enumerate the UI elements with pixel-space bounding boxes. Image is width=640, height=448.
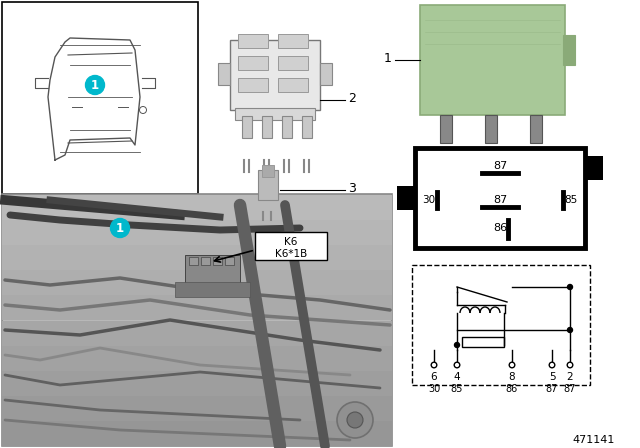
Bar (189, 257, 198, 265)
Bar (585, 156, 603, 180)
Circle shape (567, 362, 573, 368)
Circle shape (549, 362, 555, 368)
Bar (563, 35, 575, 65)
Text: 2: 2 (348, 91, 356, 104)
Bar (302, 116, 312, 138)
Bar (2, 371, 392, 396)
Bar (530, 115, 542, 143)
Bar (255, 232, 327, 260)
Circle shape (347, 412, 363, 428)
Text: 87: 87 (546, 384, 558, 394)
Text: 86: 86 (493, 223, 507, 233)
Bar (412, 265, 590, 385)
Text: 87: 87 (493, 161, 507, 171)
Text: 3: 3 (348, 181, 356, 194)
Circle shape (568, 284, 573, 289)
Text: 1: 1 (116, 221, 124, 234)
Bar (242, 116, 252, 138)
Bar (258, 170, 278, 200)
Text: 30: 30 (428, 384, 440, 394)
Bar (238, 56, 268, 70)
Bar (2, 346, 392, 371)
Bar (320, 63, 332, 85)
Bar (440, 115, 452, 143)
Bar (225, 257, 234, 265)
Bar (278, 78, 308, 92)
Bar (238, 78, 268, 92)
Bar (218, 63, 230, 85)
Text: 1: 1 (384, 52, 392, 65)
Text: 85: 85 (451, 384, 463, 394)
Text: 471141: 471141 (573, 435, 615, 445)
Circle shape (111, 219, 129, 237)
Bar (415, 148, 585, 248)
Bar (235, 108, 315, 120)
Text: K6: K6 (284, 237, 298, 247)
Text: 87: 87 (564, 384, 576, 394)
Circle shape (509, 362, 515, 368)
Bar (2, 2, 198, 194)
Text: 8: 8 (509, 372, 515, 382)
Bar (2, 245, 392, 270)
Bar (185, 255, 240, 283)
Text: 85: 85 (564, 195, 578, 205)
Bar (213, 257, 222, 265)
Bar (420, 5, 565, 115)
Bar (278, 34, 308, 48)
Bar (282, 116, 292, 138)
Circle shape (337, 402, 373, 438)
Text: 6: 6 (431, 372, 437, 382)
Bar (2, 270, 392, 295)
Bar (278, 56, 308, 70)
Bar (238, 34, 268, 48)
Bar (2, 295, 392, 320)
Bar (230, 40, 320, 110)
Bar (485, 115, 497, 143)
Text: 5: 5 (548, 372, 556, 382)
Text: 87: 87 (493, 195, 507, 205)
Text: 86: 86 (506, 384, 518, 394)
Text: 30: 30 (422, 195, 436, 205)
Bar (175, 282, 250, 297)
Bar (397, 186, 415, 210)
Bar (262, 116, 272, 138)
Circle shape (431, 362, 437, 368)
Text: 1: 1 (91, 78, 99, 91)
Bar (462, 337, 504, 347)
Bar (2, 195, 392, 220)
Bar (262, 165, 274, 177)
Text: 4: 4 (454, 372, 460, 382)
Bar (2, 220, 392, 245)
Circle shape (86, 76, 104, 95)
Circle shape (454, 362, 460, 368)
Bar (2, 321, 392, 346)
Circle shape (568, 327, 573, 332)
Bar (2, 421, 392, 446)
Bar (2, 396, 392, 421)
Bar (2, 194, 392, 446)
Text: 2: 2 (566, 372, 573, 382)
Circle shape (454, 343, 460, 348)
Bar (201, 257, 210, 265)
Text: K6*1B: K6*1B (275, 249, 307, 259)
